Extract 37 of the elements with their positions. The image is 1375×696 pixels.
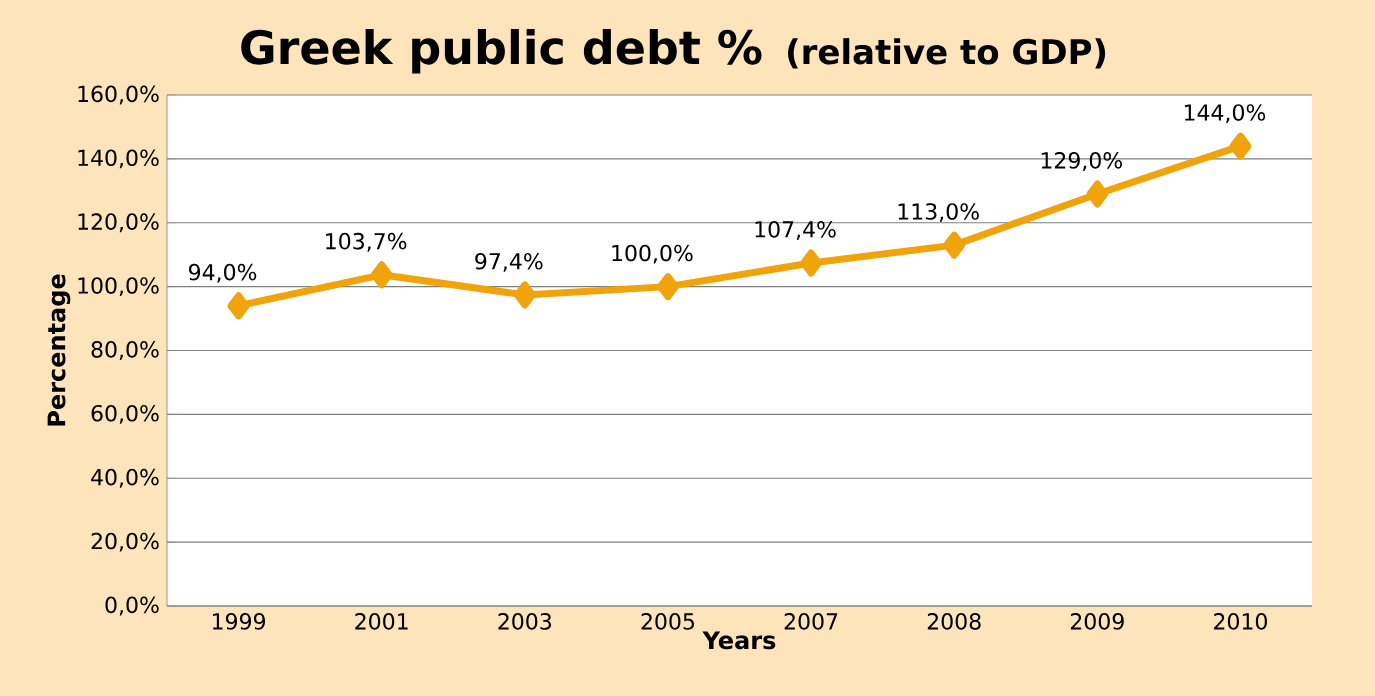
chart-subtitle: (relative to GDP)	[788, 38, 1106, 69]
data-label: 100,0%	[612, 244, 693, 264]
y-tick-label: 140,0%	[78, 149, 159, 169]
data-label: 103,7%	[326, 232, 407, 252]
y-tick-label: 80,0%	[91, 341, 159, 360]
y-tick-label: 60,0%	[91, 404, 159, 424]
x-tick-label: 2008	[927, 613, 981, 630]
x-tick-label: 2001	[355, 613, 408, 630]
y-tick-label: 120,0%	[78, 213, 159, 233]
data-label: 97,4%	[475, 252, 543, 272]
x-axis-title: Years	[702, 631, 776, 650]
data-label: 113,0%	[898, 203, 979, 223]
point	[656, 273, 679, 301]
chart-title: Greek public debt %	[241, 29, 762, 74]
x-tick-label: 2005	[641, 613, 694, 630]
y-axis-title: Percentage	[47, 274, 71, 426]
x-tick-label: 1999	[212, 613, 265, 630]
data-label: 129,0%	[1041, 152, 1123, 171]
point	[513, 281, 536, 309]
point	[943, 231, 966, 259]
point	[800, 249, 823, 277]
point	[1229, 132, 1252, 160]
point	[1086, 180, 1109, 208]
y-tick-label: 100,0%	[78, 277, 159, 297]
x-tick-label: 2007	[784, 613, 838, 630]
y-tick-label: 20,0%	[91, 532, 159, 552]
y-tick-label: 160,0%	[78, 85, 159, 105]
x-tick-label: 2003	[498, 613, 552, 630]
data-label: 107,4%	[755, 221, 836, 240]
point	[370, 261, 393, 289]
x-tick-label: 2009	[1070, 613, 1124, 630]
data-label: 94,0%	[189, 263, 257, 283]
x-tick-label: 2010	[1214, 613, 1267, 630]
point	[227, 292, 250, 320]
y-tick-label: 0,0%	[105, 596, 159, 616]
y-tick-label: 40,0%	[91, 468, 159, 488]
data-label: 144,0%	[1184, 104, 1266, 124]
